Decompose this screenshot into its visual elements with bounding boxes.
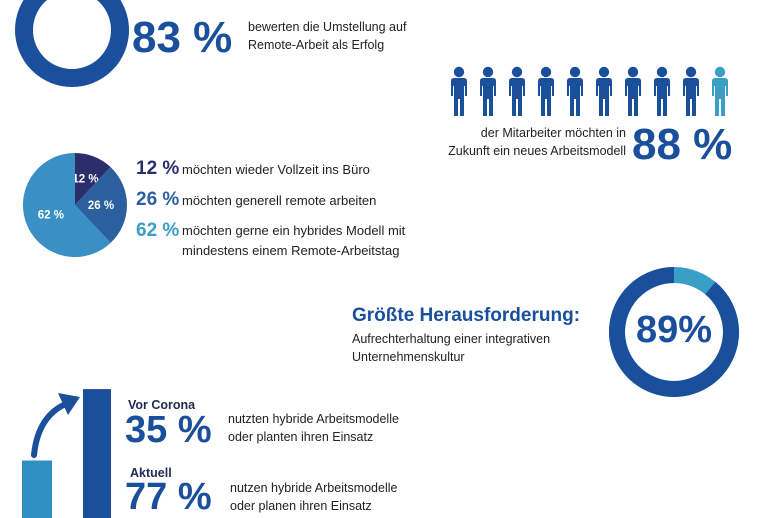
person-icon xyxy=(480,67,496,116)
person-icon xyxy=(509,67,525,116)
success-text-line1: bewerten die Umstellung auf xyxy=(248,18,406,36)
person-icon xyxy=(596,67,612,116)
people-text-line1: der Mitarbeiter möchten in xyxy=(440,124,626,142)
person-icon xyxy=(625,67,641,116)
success-text: bewerten die Umstellung auf Remote-Arbei… xyxy=(248,18,406,54)
hybrid-bar xyxy=(22,461,52,518)
success-donut xyxy=(0,0,140,110)
growth-arrow xyxy=(34,403,68,455)
person-icon xyxy=(654,67,670,116)
pie-slice-label: 26 % xyxy=(88,200,114,212)
preference-pct: 62 % xyxy=(136,221,182,241)
preference-item-hybrid: 62 % möchten gerne ein hybrides Modell m… xyxy=(136,216,466,261)
before-text-line2: oder planten ihren Einsatz xyxy=(228,428,399,446)
now-text: nutzen hybride Arbeitsmodelle oder plane… xyxy=(230,479,397,515)
preference-text-line2: mindestens einem Remote-Arbeitstag xyxy=(182,241,405,261)
challenge-value: 89% xyxy=(604,311,744,349)
hybrid-bar-chart xyxy=(16,385,116,515)
people-text: der Mitarbeiter möchten in Zukunft ein n… xyxy=(440,124,626,160)
person-icon xyxy=(451,67,467,116)
people-text-line2: Zukunft ein neues Arbeitsmodell xyxy=(440,142,626,160)
preference-item-full-office: 12 % möchten wieder Vollzeit ins Büro xyxy=(136,154,466,184)
person-icon xyxy=(567,67,583,116)
person-icon xyxy=(538,67,554,116)
preference-text: möchten generell remote arbeiten xyxy=(182,193,376,208)
now-value: 77 % xyxy=(125,478,212,516)
now-text-line2: oder planen ihren Einsatz xyxy=(230,497,397,515)
people-icons xyxy=(445,66,745,126)
challenge-text-line1: Aufrechterhaltung einer integrativen xyxy=(352,330,550,348)
success-text-line2: Remote-Arbeit als Erfolg xyxy=(248,36,406,54)
preference-pct: 12 % xyxy=(136,158,182,180)
preference-list: 12 % möchten wieder Vollzeit ins Büro 26… xyxy=(136,154,466,261)
preference-pie-chart: 12 % 26 % 62 % xyxy=(22,152,132,262)
person-icon-highlighted xyxy=(712,67,728,116)
success-value: 83 % xyxy=(132,16,232,60)
challenge-text: Aufrechterhaltung einer integrativen Unt… xyxy=(352,330,550,366)
challenge-text-line2: Unternehmenskultur xyxy=(352,348,550,366)
before-value: 35 % xyxy=(125,411,212,449)
preference-item-remote: 26 % möchten generell remote arbeiten xyxy=(136,184,466,216)
before-text-line1: nutzten hybride Arbeitsmodelle xyxy=(228,410,399,428)
preference-pct: 26 % xyxy=(136,189,182,211)
preference-text: möchten gerne ein hybrides Modell mit xyxy=(182,221,405,241)
preference-text: möchten wieder Vollzeit ins Büro xyxy=(182,162,370,177)
now-text-line1: nutzen hybride Arbeitsmodelle xyxy=(230,479,397,497)
pie-slice-label: 12 % xyxy=(72,173,98,185)
people-value: 88 % xyxy=(632,123,732,167)
challenge-title: Größte Herausforderung: xyxy=(352,305,580,327)
pie-slice-label: 62 % xyxy=(38,210,64,222)
hybrid-bar xyxy=(83,389,111,518)
person-icon xyxy=(683,67,699,116)
before-text: nutzten hybride Arbeitsmodelle oder plan… xyxy=(228,410,399,446)
